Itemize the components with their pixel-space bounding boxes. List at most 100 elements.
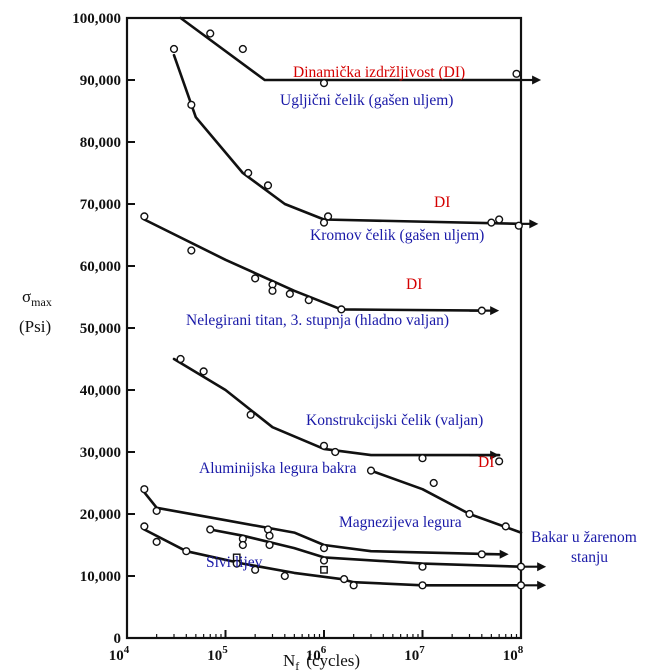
y-tick-label: 90,000 [80, 73, 121, 89]
x-axis-ticks: 104 105 106 107 108 [109, 630, 524, 664]
data-point [152, 506, 161, 516]
annotation-bakar-line2: stanju [571, 549, 608, 566]
x-tick-label: 106 [306, 644, 327, 664]
data-point [418, 454, 427, 463]
y-tick-label: 40,000 [80, 383, 121, 399]
series-line-7 [143, 528, 523, 587]
data-point [319, 78, 329, 88]
series-line-3 [172, 357, 501, 457]
data-point [199, 367, 208, 376]
data-point [487, 218, 496, 227]
data-point [477, 550, 486, 559]
data-point [495, 215, 504, 224]
annotation-kromov: Kromov čelik (gašen uljem) [310, 227, 484, 244]
x-tick-label: 104 [109, 644, 130, 664]
data-point [319, 543, 329, 553]
x-tick-label: 108 [503, 644, 524, 664]
x-tick-exponent: 8 [518, 644, 524, 656]
data-point [514, 221, 523, 230]
data-point [244, 168, 253, 178]
x-tick-exponent: 6 [321, 644, 327, 656]
data-point [238, 44, 247, 54]
x-tick-exponent: 7 [419, 644, 425, 656]
data-point [429, 478, 438, 488]
y-tick-label: 80,000 [80, 135, 121, 151]
data-point [512, 69, 521, 78]
y-tick-label: 50,000 [80, 321, 121, 337]
series-line-6 [208, 528, 523, 569]
data-point [516, 562, 526, 571]
y-tick-label: 30,000 [80, 445, 121, 461]
endurance-arrow-head [490, 450, 500, 460]
annotation-titan: Nelegirani titan, 3. stupnja (hladno val… [186, 312, 449, 329]
x-tick-base: 10 [109, 648, 124, 664]
data-point-square [320, 565, 328, 574]
endurance-arrow-head [529, 219, 539, 229]
x-axis-symbol: N [283, 651, 295, 670]
endurance-arrows [469, 75, 547, 590]
x-tick-label: 107 [404, 644, 425, 664]
data-point [187, 246, 196, 255]
annotation-di-top: Dinamička izdržljivost (DI) [293, 64, 465, 81]
endurance-arrow-head [499, 549, 509, 559]
data-point [238, 540, 247, 550]
data-point [331, 447, 340, 457]
y-tick-label: 70,000 [80, 197, 121, 213]
series-line-0 [179, 16, 523, 82]
endurance-arrow-head [537, 562, 547, 572]
annotation-sivi: Sivi lijev [206, 554, 263, 571]
data-point [319, 556, 329, 565]
data-point [366, 466, 376, 475]
data-point [337, 305, 346, 314]
x-tick-base: 10 [404, 648, 419, 664]
data-point [206, 525, 215, 534]
data-point [477, 306, 486, 315]
data-point [152, 537, 161, 547]
data-point [251, 565, 260, 574]
x-tick-label: 105 [207, 644, 228, 664]
x-tick-base: 10 [306, 648, 321, 664]
data-point [516, 581, 526, 590]
y-tick-label: 10,000 [80, 569, 121, 585]
data-point [285, 289, 294, 299]
data-point [140, 522, 149, 531]
data-point [465, 509, 474, 519]
y-axis-title: σmax [22, 287, 52, 309]
data-point [268, 286, 277, 295]
annotation-di-kromov: DI [434, 194, 450, 211]
y-tick-label: 20,000 [80, 507, 121, 523]
endurance-arrow-head [490, 306, 500, 316]
x-tick-exponent: 5 [222, 644, 228, 656]
annotation-konstrukcijski: Konstrukcijski čelik (valjan) [306, 412, 483, 429]
series-line-4 [369, 469, 523, 534]
data-point [319, 218, 329, 227]
data-point [418, 562, 427, 571]
data-point [140, 485, 149, 494]
data-point [340, 574, 349, 584]
annotation-di-titan: DI [406, 276, 422, 293]
data-points [140, 29, 526, 590]
x-axis-subscript: f [295, 659, 299, 672]
data-point [319, 441, 329, 450]
data-point [501, 522, 510, 531]
data-point [265, 531, 274, 540]
data-point [169, 44, 179, 54]
data-point [176, 354, 185, 364]
x-tick-exponent: 4 [124, 644, 130, 656]
data-point-square [232, 553, 241, 562]
endurance-arrow-head [537, 580, 547, 590]
annotation-bakar-line1: Bakar u žarenom [531, 529, 637, 546]
y-axis-symbol: σ [22, 287, 31, 306]
data-point [246, 410, 255, 419]
data-point [495, 457, 504, 466]
annotation-magnezijeva: Magnezijeva legura [339, 514, 462, 531]
annotation-ugljicni: Ugljični čelik (gašen uljem) [280, 92, 453, 109]
y-tick-label: 0 [114, 631, 122, 647]
data-point [206, 29, 215, 38]
series-line-2 [143, 218, 484, 312]
y-axis-unit: (Psi) [19, 317, 51, 336]
x-axis-unit: (cycles) [306, 651, 360, 670]
x-axis-title: Nf (cycles) [283, 651, 360, 672]
annotation-aluminijska: Aluminijska legura bakra [199, 460, 357, 477]
